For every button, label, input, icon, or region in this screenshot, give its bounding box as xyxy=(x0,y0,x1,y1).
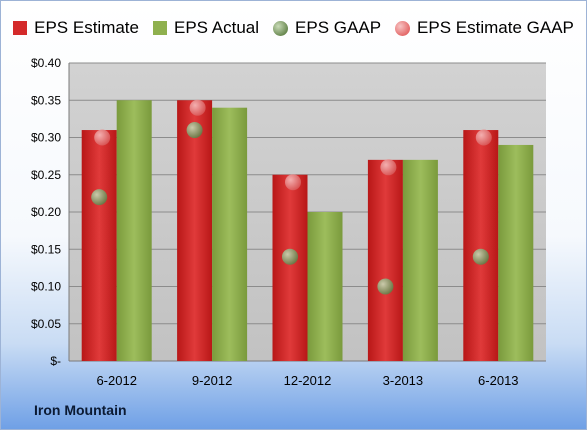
legend-item-eps-estimate: EPS Estimate xyxy=(13,18,139,38)
point-eps-estimate-gaap xyxy=(380,159,397,176)
bar-eps-actual xyxy=(402,159,438,361)
legend-marker-eps-estimate-gaap xyxy=(395,20,411,36)
point-eps-estimate-gaap xyxy=(189,99,206,116)
bar-eps-estimate xyxy=(81,130,117,361)
point-eps-gaap xyxy=(282,248,298,265)
legend-item-eps-estimate-gaap: EPS Estimate GAAP xyxy=(395,18,574,38)
point-eps-gaap xyxy=(377,278,394,295)
bar-eps-estimate xyxy=(272,174,308,361)
y-tick-label: $0.20 xyxy=(31,205,61,219)
x-tick-label: 3-2013 xyxy=(383,373,423,388)
y-tick-label: $0.35 xyxy=(31,93,61,107)
company-name: Iron Mountain xyxy=(34,402,127,418)
point-eps-gaap xyxy=(91,189,108,206)
bar-eps-actual xyxy=(212,107,248,361)
legend-label-eps-estimate: EPS Estimate xyxy=(34,18,139,37)
y-tick-label: $0.05 xyxy=(31,317,61,331)
legend-label-eps-estimate-gaap: EPS Estimate GAAP xyxy=(417,18,574,37)
point-eps-estimate-gaap xyxy=(94,129,111,146)
bar-eps-actual xyxy=(116,100,152,361)
x-tick-label: 9-2012 xyxy=(192,373,232,388)
point-eps-estimate-gaap xyxy=(285,174,301,191)
y-tick-label: $0.25 xyxy=(31,168,61,182)
y-tick-label: $- xyxy=(50,354,61,368)
bar-eps-estimate xyxy=(463,130,499,361)
bar-eps-estimate xyxy=(367,159,403,361)
bar-eps-actual xyxy=(307,212,343,361)
legend-swatch-eps-actual xyxy=(152,21,167,35)
legend-item-eps-actual: EPS Actual xyxy=(152,18,260,38)
x-tick-label: 12-2012 xyxy=(284,373,332,388)
point-eps-gaap xyxy=(186,122,203,139)
bar-eps-estimate xyxy=(177,100,213,361)
legend-label-eps-actual: EPS Actual xyxy=(173,18,260,37)
bar-eps-actual xyxy=(498,144,534,361)
y-tick-label: $0.40 xyxy=(31,56,61,70)
x-tick-label: 6-2012 xyxy=(96,373,136,388)
y-tick-label: $0.30 xyxy=(31,131,61,145)
legend-swatch-eps-estimate xyxy=(13,21,28,35)
x-tick-label: 6-2013 xyxy=(478,373,518,388)
point-eps-gaap xyxy=(472,248,489,265)
chart-legend: EPS Estimate EPS Actual EPS GAAP EPS Est… xyxy=(1,15,586,41)
y-tick-label: $0.15 xyxy=(31,242,61,256)
legend-marker-eps-gaap xyxy=(273,20,289,36)
y-tick-label: $0.10 xyxy=(31,280,61,294)
point-eps-estimate-gaap xyxy=(475,129,492,146)
legend-item-eps-gaap: EPS GAAP xyxy=(273,18,381,38)
legend-label-eps-gaap: EPS GAAP xyxy=(295,18,382,37)
